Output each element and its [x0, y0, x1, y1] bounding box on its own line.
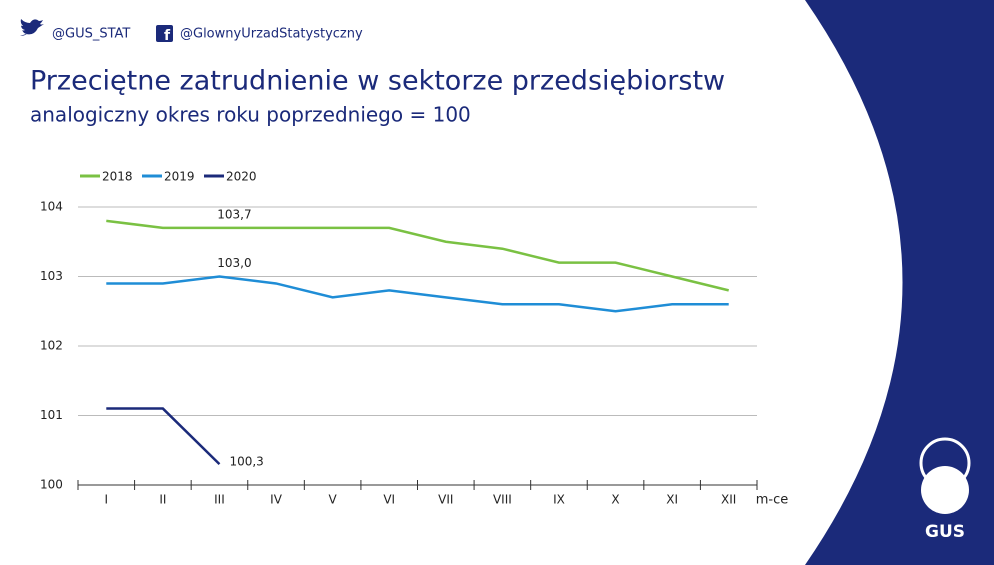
legend-label: 2018	[102, 170, 133, 184]
value-label: 100,3	[229, 455, 263, 469]
x-tick-label: III	[214, 493, 225, 507]
value-label: 103,7	[217, 207, 251, 221]
twitter-icon	[20, 19, 44, 36]
x-tick-label: XI	[666, 493, 678, 507]
x-tick-label: IV	[270, 493, 283, 507]
legend-label: 2019	[164, 170, 195, 184]
x-tick-label: I	[105, 493, 109, 507]
brand-shape	[805, 0, 994, 565]
x-tick-label: XII	[721, 493, 736, 507]
logo-circle	[921, 466, 969, 514]
x-tick-label: II	[159, 493, 166, 507]
series-line	[106, 275, 729, 313]
legend-label: 2020	[226, 170, 257, 184]
facebook-handle: @GlownyUrzadStatystyczny	[180, 27, 363, 42]
x-tick-label: IX	[553, 493, 565, 507]
twitter-handle: @GUS_STAT	[52, 27, 130, 42]
y-tick-label: 104	[40, 200, 63, 214]
logo-text: GUS	[925, 522, 965, 542]
y-tick-label: 101	[40, 408, 63, 422]
series-line	[106, 407, 221, 466]
x-tick-label: VI	[383, 493, 395, 507]
facebook-icon	[156, 25, 173, 42]
chart-subtitle: analogiczny okres roku poprzedniego = 10…	[30, 103, 471, 127]
x-tick-label: VIII	[493, 493, 512, 507]
x-tick-label: VII	[438, 493, 453, 507]
chart-title: Przeciętne zatrudnienie w sektorze przed…	[30, 66, 725, 97]
x-axis-label: m-ce	[756, 493, 789, 508]
x-tick-label: X	[611, 493, 619, 507]
y-tick-label: 103	[40, 269, 63, 283]
y-tick-label: 102	[40, 339, 63, 353]
y-tick-label: 100	[40, 478, 63, 492]
x-tick-label: V	[329, 493, 338, 507]
facebook-f: f	[164, 28, 171, 44]
series-line	[106, 219, 730, 292]
value-label: 103,0	[217, 256, 251, 270]
